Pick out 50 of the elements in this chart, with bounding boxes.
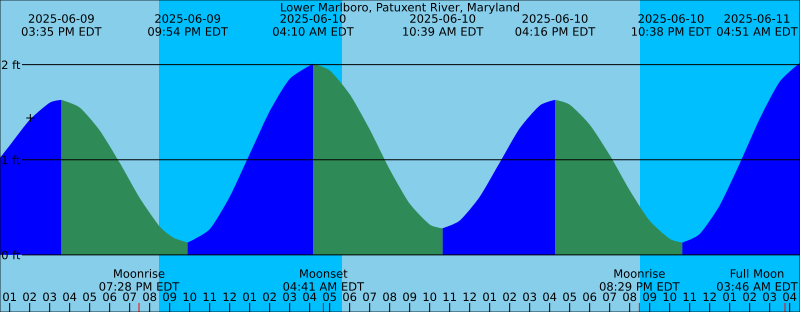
y-tick-label: 2 ft xyxy=(2,60,20,70)
x-tick-label: 08 xyxy=(623,292,636,302)
x-tick-label: 07 xyxy=(123,292,136,302)
ref-line-label: Full Moon 03:46 AM EDT xyxy=(717,268,798,291)
x-tick-label: 08 xyxy=(383,292,396,302)
x-tick-label: 04 xyxy=(303,292,316,302)
x-tick-label: 05 xyxy=(563,292,576,302)
x-tick-label: 11 xyxy=(684,292,696,301)
x-tick-label: 06 xyxy=(343,292,356,302)
x-tick-label: 02 xyxy=(503,292,516,302)
x-tick-label: 12 xyxy=(704,292,716,301)
x-tick-label: 01 xyxy=(3,292,16,302)
x-tick-label: 08 xyxy=(143,292,156,302)
x-tick-label: 06 xyxy=(583,292,596,302)
annotation: 2025-06-10 04:16 PM EDT xyxy=(516,14,596,36)
x-tick-label: 02 xyxy=(263,292,276,302)
x-tick-label: 02 xyxy=(23,292,36,302)
annotation: 2025-06-09 09:54 PM EDT xyxy=(148,14,228,36)
x-tick-label: 04 xyxy=(783,292,796,302)
x-tick-label: 04 xyxy=(543,292,556,302)
annotation: 2025-06-10 10:39 AM EDT xyxy=(403,14,484,36)
ref-line-label: Moonset 04:41 AM EDT xyxy=(283,269,364,291)
x-tick-label: 03 xyxy=(43,292,56,302)
x-tick-label: 06 xyxy=(103,292,116,302)
x-tick-label: 01 xyxy=(483,292,496,302)
x-tick-label: 04 xyxy=(63,292,76,302)
x-tick-label: 07 xyxy=(363,292,376,302)
x-tick-label: 09 xyxy=(403,292,416,302)
x-tick-label: 12 xyxy=(464,292,476,301)
x-tick-label: 09 xyxy=(163,292,176,302)
x-tick-label: 01 xyxy=(243,292,256,302)
x-tick-label: 10 xyxy=(424,292,436,302)
x-tick-label: 12 xyxy=(224,292,236,301)
x-tick-label: 05 xyxy=(323,292,336,302)
x-tick-label: 05 xyxy=(83,292,96,302)
x-tick-label: 03 xyxy=(763,292,776,302)
x-tick-label: 02 xyxy=(743,292,756,302)
x-tick-label: 10 xyxy=(664,292,676,302)
y-tick-label: 1 ft xyxy=(2,155,20,164)
x-tick-label: 03 xyxy=(523,292,536,302)
annotation: 2025-06-09 03:35 PM EDT xyxy=(22,14,102,36)
annotation: 2025-06-11 04:51 AM EDT xyxy=(717,14,798,36)
x-tick-label: 01 xyxy=(723,292,736,302)
x-tick-label: 11 xyxy=(204,292,216,301)
x-tick-label: 09 xyxy=(643,292,656,302)
x-tick-label: 03 xyxy=(283,292,296,302)
x-tick-label: 10 xyxy=(184,292,196,302)
x-tick-label: 11 xyxy=(444,292,456,301)
x-tick-label: 07 xyxy=(603,292,616,302)
annotation: 2025-06-10 10:38 PM EDT xyxy=(632,14,712,36)
